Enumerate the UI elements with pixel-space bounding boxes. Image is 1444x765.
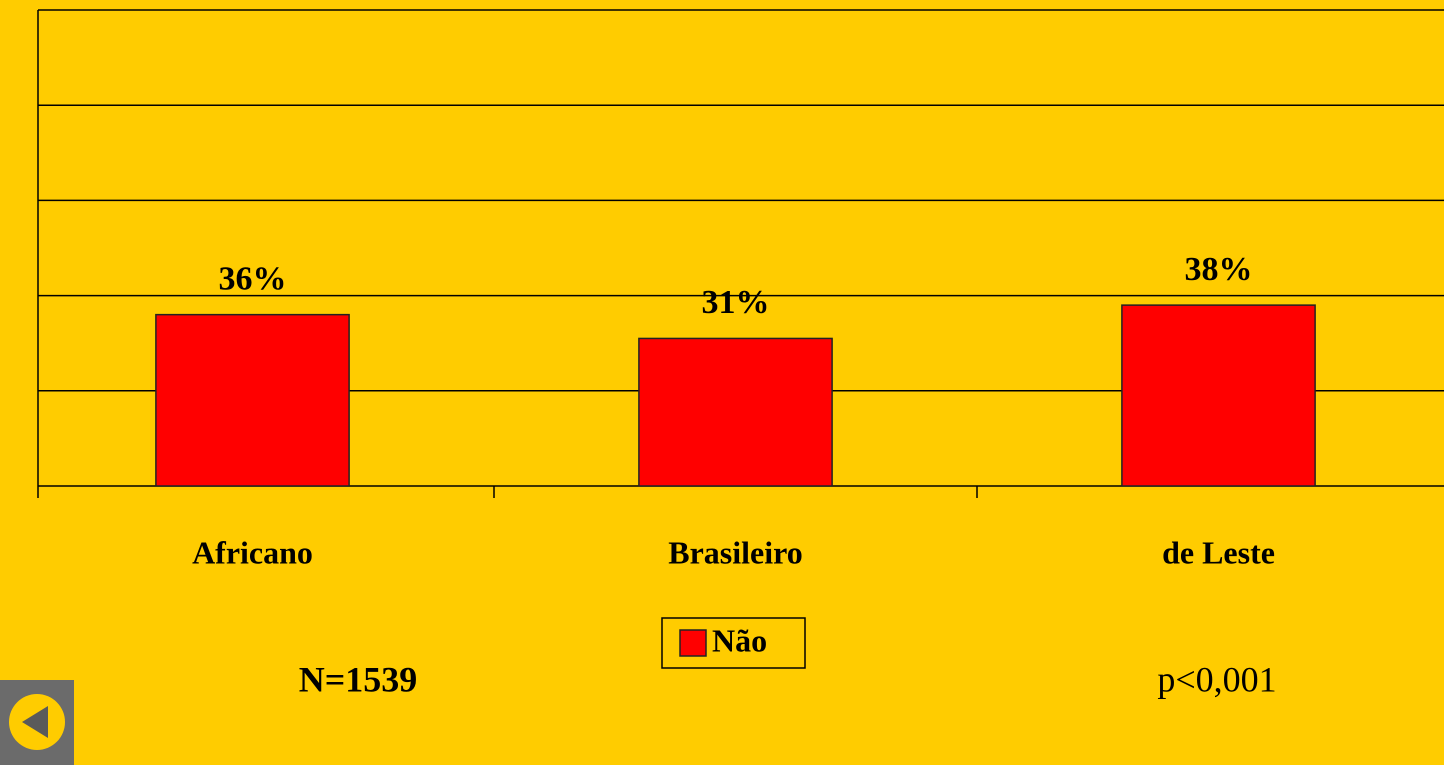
button-arrow[interactable] [22,706,48,738]
annotation: p<0,001 [1157,659,1276,699]
legend-swatch [679,629,707,657]
back-button[interactable] [0,680,74,765]
data-label: 31% [702,284,770,321]
data-label: 38% [1185,251,1253,288]
x-tick-label: de Leste [1162,534,1275,570]
bar [638,337,833,487]
x-tick-label: Africano [192,534,313,570]
legend-label: Não [712,622,767,658]
annotation: N=1539 [299,659,418,699]
x-tick-label: Brasileiro [668,534,803,570]
bar [1121,304,1316,487]
legend-box [661,617,806,669]
legend: Não [661,617,806,669]
bar [155,313,350,487]
data-label: 36% [219,260,287,297]
